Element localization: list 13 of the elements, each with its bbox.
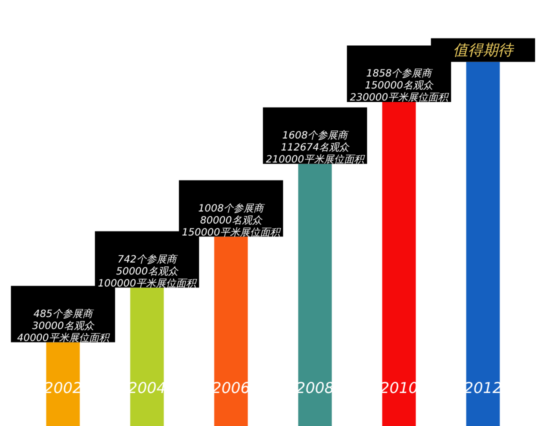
x-tick-label: 2004 xyxy=(128,379,166,397)
bar xyxy=(466,62,500,426)
annotation: 742个参展商 50000名观众 100000平米展位面积 xyxy=(98,253,198,290)
annotation: 1858个参展商 150000名观众 230000平米展位面积 xyxy=(350,68,450,104)
annotation: 485个参展商 30000名观众 40000平米展位面积 xyxy=(17,308,110,344)
bar xyxy=(130,288,164,426)
bar xyxy=(382,102,416,426)
annotation: 1008个参展商 80000名观众 150000平米展位面积 xyxy=(182,202,282,238)
bar xyxy=(214,236,248,426)
bar xyxy=(46,342,80,426)
bar xyxy=(298,164,332,426)
annotation: 1608个参展商 112674名观众 210000平米展位面积 xyxy=(266,130,366,166)
annotation: 值得期待 xyxy=(453,41,515,60)
